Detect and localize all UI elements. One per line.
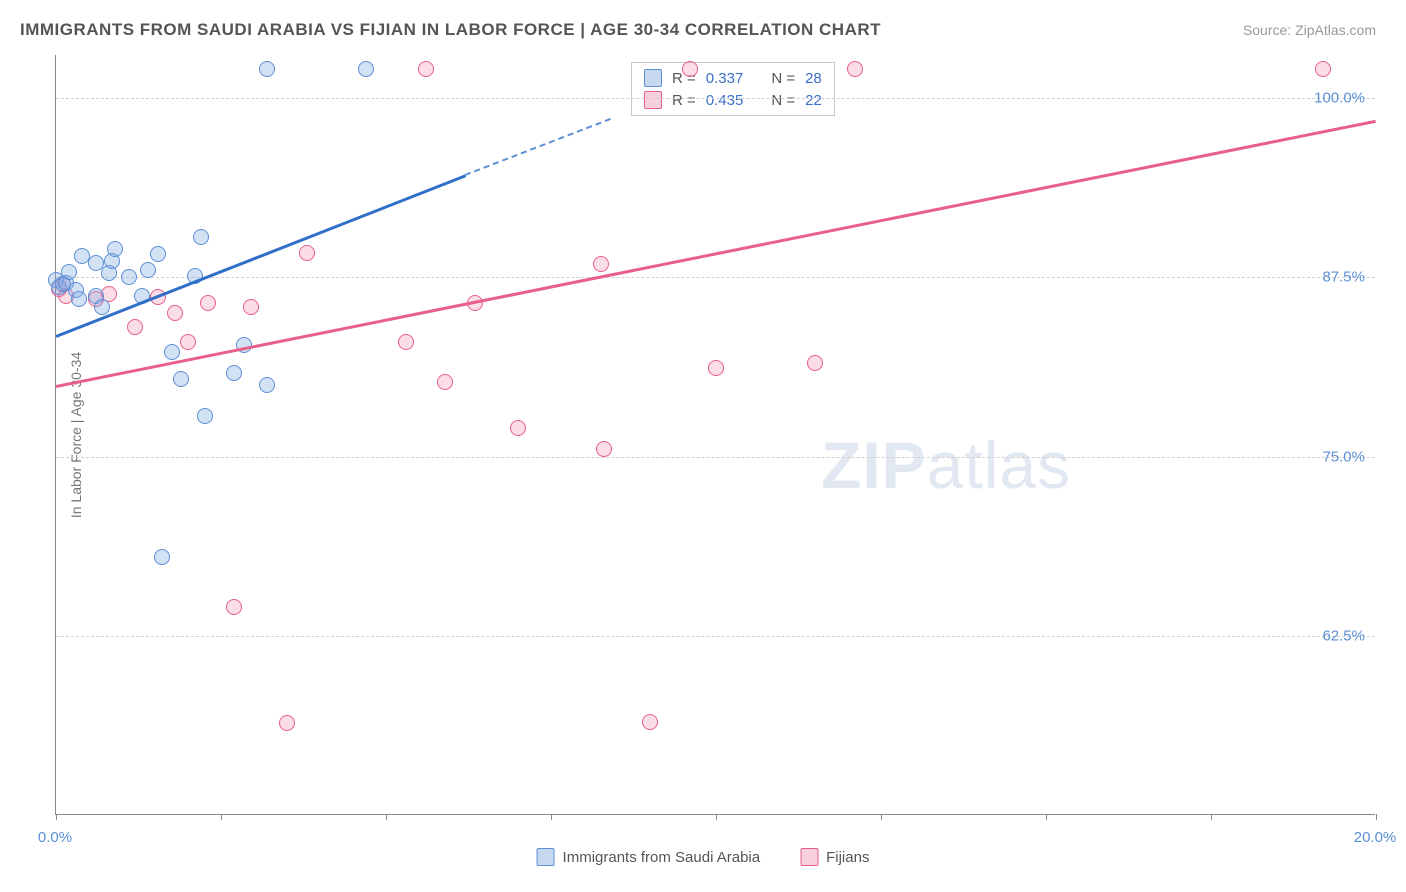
data-point bbox=[167, 305, 183, 321]
trend-line bbox=[56, 120, 1377, 388]
data-point bbox=[510, 420, 526, 436]
data-point bbox=[259, 377, 275, 393]
legend-item-blue: Immigrants from Saudi Arabia bbox=[537, 848, 761, 866]
data-point bbox=[193, 229, 209, 245]
gridline bbox=[56, 636, 1375, 637]
legend: Immigrants from Saudi Arabia Fijians bbox=[537, 848, 870, 866]
data-point bbox=[437, 374, 453, 390]
legend-item-pink: Fijians bbox=[800, 848, 869, 866]
gridline bbox=[56, 98, 1375, 99]
n-blue: 28 bbox=[805, 70, 822, 87]
data-point bbox=[596, 441, 612, 457]
xtick-label: 0.0% bbox=[38, 829, 72, 846]
swatch-pink-icon bbox=[644, 91, 662, 109]
data-point bbox=[226, 599, 242, 615]
data-point bbox=[127, 319, 143, 335]
xtick-label: 20.0% bbox=[1354, 829, 1397, 846]
trend-line bbox=[465, 118, 611, 176]
data-point bbox=[197, 408, 213, 424]
data-point bbox=[140, 262, 156, 278]
swatch-blue-icon bbox=[644, 69, 662, 87]
xtick bbox=[221, 814, 222, 820]
xtick bbox=[1376, 814, 1377, 820]
xtick bbox=[881, 814, 882, 820]
data-point bbox=[243, 299, 259, 315]
data-point bbox=[107, 241, 123, 257]
data-point bbox=[154, 549, 170, 565]
source-label: Source: ZipAtlas.com bbox=[1243, 22, 1376, 38]
data-point bbox=[593, 256, 609, 272]
data-point bbox=[682, 61, 698, 77]
data-point bbox=[847, 61, 863, 77]
data-point bbox=[164, 344, 180, 360]
chart-title: IMMIGRANTS FROM SAUDI ARABIA VS FIJIAN I… bbox=[20, 20, 881, 40]
data-point bbox=[299, 245, 315, 261]
ytick-label: 75.0% bbox=[1322, 448, 1365, 465]
data-point bbox=[226, 365, 242, 381]
stats-box: R = 0.337 N = 28 R = 0.435 N = 22 bbox=[631, 62, 835, 116]
ytick-label: 100.0% bbox=[1314, 90, 1365, 107]
data-point bbox=[200, 295, 216, 311]
data-point bbox=[180, 334, 196, 350]
xtick bbox=[551, 814, 552, 820]
xtick bbox=[716, 814, 717, 820]
r-pink: 0.435 bbox=[706, 92, 744, 109]
data-point bbox=[71, 291, 87, 307]
data-point bbox=[708, 360, 724, 376]
data-point bbox=[61, 264, 77, 280]
data-point bbox=[418, 61, 434, 77]
data-point bbox=[173, 371, 189, 387]
swatch-blue-icon bbox=[537, 848, 555, 866]
legend-label-pink: Fijians bbox=[826, 849, 869, 866]
data-point bbox=[259, 61, 275, 77]
swatch-pink-icon bbox=[800, 848, 818, 866]
chart-plot-area: In Labor Force | Age 30-34 ZIPatlas R = … bbox=[55, 55, 1375, 815]
data-point bbox=[807, 355, 823, 371]
xtick bbox=[56, 814, 57, 820]
gridline bbox=[56, 277, 1375, 278]
xtick bbox=[1211, 814, 1212, 820]
watermark: ZIPatlas bbox=[821, 427, 1071, 503]
gridline bbox=[56, 457, 1375, 458]
data-point bbox=[398, 334, 414, 350]
n-pink: 22 bbox=[805, 92, 822, 109]
legend-label-blue: Immigrants from Saudi Arabia bbox=[563, 849, 761, 866]
xtick bbox=[1046, 814, 1047, 820]
ytick-label: 62.5% bbox=[1322, 627, 1365, 644]
y-axis-label: In Labor Force | Age 30-34 bbox=[68, 351, 84, 517]
data-point bbox=[642, 714, 658, 730]
data-point bbox=[1315, 61, 1331, 77]
stats-row-blue: R = 0.337 N = 28 bbox=[644, 67, 822, 89]
data-point bbox=[121, 269, 137, 285]
data-point bbox=[150, 246, 166, 262]
xtick bbox=[386, 814, 387, 820]
data-point bbox=[279, 715, 295, 731]
data-point bbox=[358, 61, 374, 77]
stats-row-pink: R = 0.435 N = 22 bbox=[644, 89, 822, 111]
ytick-label: 87.5% bbox=[1322, 269, 1365, 286]
r-blue: 0.337 bbox=[706, 70, 744, 87]
data-point bbox=[94, 299, 110, 315]
